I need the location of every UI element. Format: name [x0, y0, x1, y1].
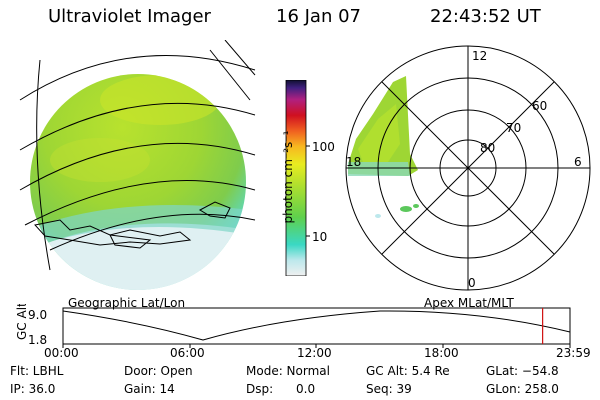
apex-label: Apex MLat/MLT: [424, 296, 514, 310]
lat-label-80: 80: [480, 141, 495, 155]
timeline-x-tick-0600: 06:00: [170, 346, 205, 360]
time-label: 22:43:52 UT: [430, 6, 541, 27]
mlt-label-0: 0: [468, 276, 476, 290]
info-dsp: Dsp: 0.0: [246, 382, 316, 396]
info-gc-alt: GC Alt: 5.4 Re: [366, 364, 450, 378]
geographic-image: [19, 40, 256, 290]
lat-label-60: 60: [532, 99, 547, 113]
colorbar-unit-label: photon cm⁻²s⁻¹: [281, 130, 295, 224]
altitude-timeline: GC Alt 9.0 1.8: [15, 304, 571, 348]
info-ip: IP: 36.0: [10, 382, 56, 396]
timeline-y-tick-9: 9.0: [28, 308, 47, 322]
timeline-axis-label: GC Alt: [15, 304, 29, 340]
mlt-label-18: 18: [346, 155, 361, 169]
info-gain: Gain: 14: [124, 382, 175, 396]
timeline-x-tick-1200: 12:00: [297, 346, 332, 360]
info-glat: GLat: −54.8: [486, 364, 559, 378]
info-seq: Seq: 39: [366, 382, 412, 396]
date-label: 16 Jan 07: [276, 6, 361, 27]
geographic-label: Geographic Lat/Lon: [68, 296, 186, 310]
altitude-curve: [62, 310, 571, 341]
timeline-y-tick-1-8: 1.8: [28, 333, 47, 347]
timeline-x-tick-0000: 00:00: [44, 346, 79, 360]
polar-plot: 12 18 6 0 60 70 80: [345, 45, 591, 291]
timeline-x-tick-2359: 23:59: [556, 346, 591, 360]
app-title: Ultraviolet Imager: [48, 6, 211, 27]
colorbar: [285, 80, 310, 276]
colorbar-tick-10: 10: [312, 230, 328, 244]
colorbar-tick-100: 100: [312, 140, 335, 154]
mlt-label-6: 6: [574, 155, 582, 169]
info-glon: GLon: 258.0: [486, 382, 559, 396]
lat-label-70: 70: [506, 121, 521, 135]
info-mode: Mode: Normal: [246, 364, 330, 378]
timeline-x-tick-1800: 18:00: [424, 346, 459, 360]
info-door: Door: Open: [124, 364, 193, 378]
info-filter: Flt: LBHL: [10, 364, 64, 378]
mlt-label-12: 12: [472, 49, 487, 63]
